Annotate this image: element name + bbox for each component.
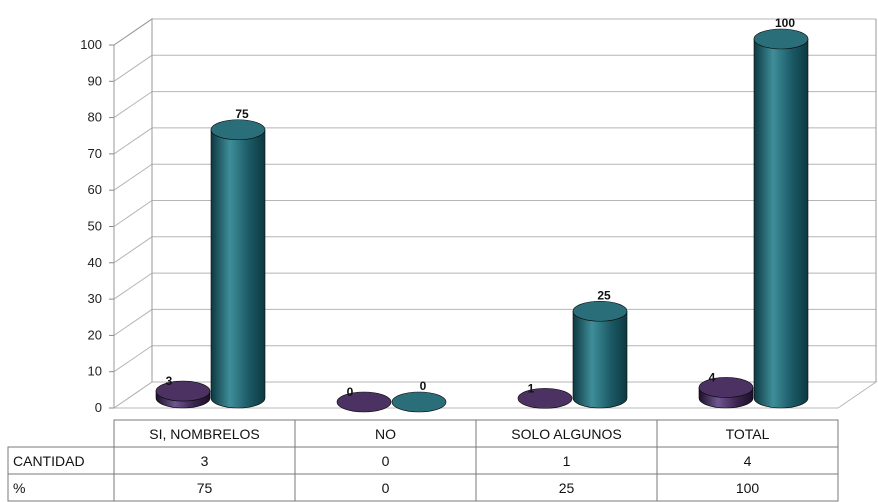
bar-top[interactable] — [698, 377, 754, 398]
table-cell: 100 — [736, 480, 760, 496]
table-category-label: TOTAL — [726, 426, 770, 442]
table-row — [7, 473, 839, 502]
table-cell: 25 — [559, 480, 575, 496]
y-tick-label: 10 — [88, 364, 102, 379]
data-label: 4 — [709, 370, 716, 384]
table-row-label: CANTIDAD — [13, 453, 85, 469]
bar-top[interactable] — [572, 300, 628, 322]
y-tick-label: 50 — [88, 219, 102, 234]
table-cell: 1 — [563, 453, 571, 469]
bar-percent-0[interactable] — [210, 119, 266, 409]
y-tick-label: 40 — [88, 255, 102, 270]
y-tick-label: 80 — [88, 110, 102, 125]
bar-top[interactable] — [210, 119, 266, 141]
table-cell: 4 — [744, 453, 752, 469]
data-label: 75 — [235, 107, 249, 121]
bar-cantidad-2[interactable] — [517, 388, 573, 409]
y-tick-label: 60 — [88, 182, 102, 197]
data-label: 25 — [597, 288, 611, 302]
bar-body[interactable] — [572, 310, 628, 409]
data-label: 0 — [347, 385, 354, 399]
bar-body[interactable] — [210, 129, 266, 409]
bar-top[interactable] — [155, 380, 211, 402]
table-row-label: % — [13, 480, 25, 496]
y-tick-label: 100 — [80, 37, 102, 52]
bar-cantidad-3[interactable] — [698, 377, 754, 409]
data-label: 100 — [775, 16, 795, 30]
y-tick-label: 20 — [88, 327, 102, 342]
bar-body[interactable] — [753, 38, 809, 409]
table-cell: 0 — [382, 480, 390, 496]
data-label: 1 — [528, 381, 535, 395]
table-row — [7, 446, 839, 475]
table-category-label: NO — [375, 426, 396, 442]
bar-percent-1[interactable] — [391, 391, 447, 413]
y-tick-label: 70 — [88, 146, 102, 161]
bar-percent-3[interactable] — [753, 28, 809, 409]
table-category-label: SOLO ALGUNOS — [511, 426, 621, 442]
table-cell: 0 — [382, 453, 390, 469]
bar-top[interactable] — [336, 391, 392, 413]
bar-top[interactable] — [391, 391, 447, 413]
y-axis — [113, 18, 153, 408]
data-label: 3 — [166, 374, 173, 388]
data-label: 0 — [420, 379, 427, 393]
table-cell: 3 — [201, 453, 209, 469]
y-tick-label: 0 — [95, 400, 102, 415]
plot-back-wall — [114, 19, 876, 408]
bar-cantidad-0[interactable] — [155, 380, 211, 409]
bar-percent-2[interactable] — [572, 300, 628, 409]
y-tick-label: 90 — [88, 73, 102, 88]
bar-cantidad-1[interactable] — [336, 391, 392, 413]
table-category-label: SI, NOMBRELOS — [149, 426, 259, 442]
table-cell: 75 — [197, 480, 213, 496]
bar-top[interactable] — [517, 388, 573, 409]
y-tick-label: 30 — [88, 291, 102, 306]
bar-top[interactable] — [753, 28, 809, 50]
